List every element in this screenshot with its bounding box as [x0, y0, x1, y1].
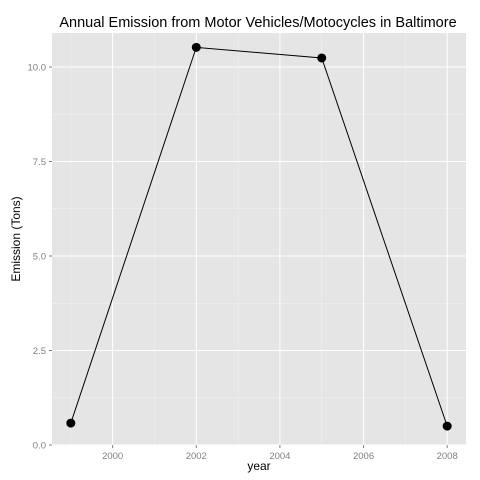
- plot-panel: [52, 33, 466, 445]
- data-series: [66, 42, 452, 431]
- y-tick-label: 7.5: [33, 157, 46, 168]
- x-tick-label: 2002: [186, 451, 207, 462]
- axis-labels: 2000 2002 2004 2006 2008 0.0 2.5 5.0 7.5 10.0: [28, 63, 458, 462]
- y-tick-label: 2.5: [33, 346, 46, 357]
- y-tick-label: 5.0: [33, 252, 46, 263]
- y-tick-label: 0.0: [33, 441, 46, 452]
- series-line: [70, 46, 448, 427]
- data-point: [66, 418, 76, 428]
- data-point: [317, 53, 327, 63]
- chart-title: Annual Emission from Motor Vehicles/Moto…: [59, 15, 456, 31]
- data-point: [442, 421, 452, 431]
- y-tick-label: 10.0: [28, 63, 47, 74]
- data-point: [191, 42, 201, 52]
- x-tick-label: 2000: [102, 451, 123, 462]
- x-tick-label: 2006: [353, 451, 374, 462]
- x-axis-title: year: [247, 459, 270, 473]
- x-tick-label: 2004: [269, 451, 290, 462]
- grid-lines: [52, 33, 466, 446]
- x-tick-label: 2008: [437, 451, 458, 462]
- y-axis-title: Emission (Tons): [9, 196, 23, 281]
